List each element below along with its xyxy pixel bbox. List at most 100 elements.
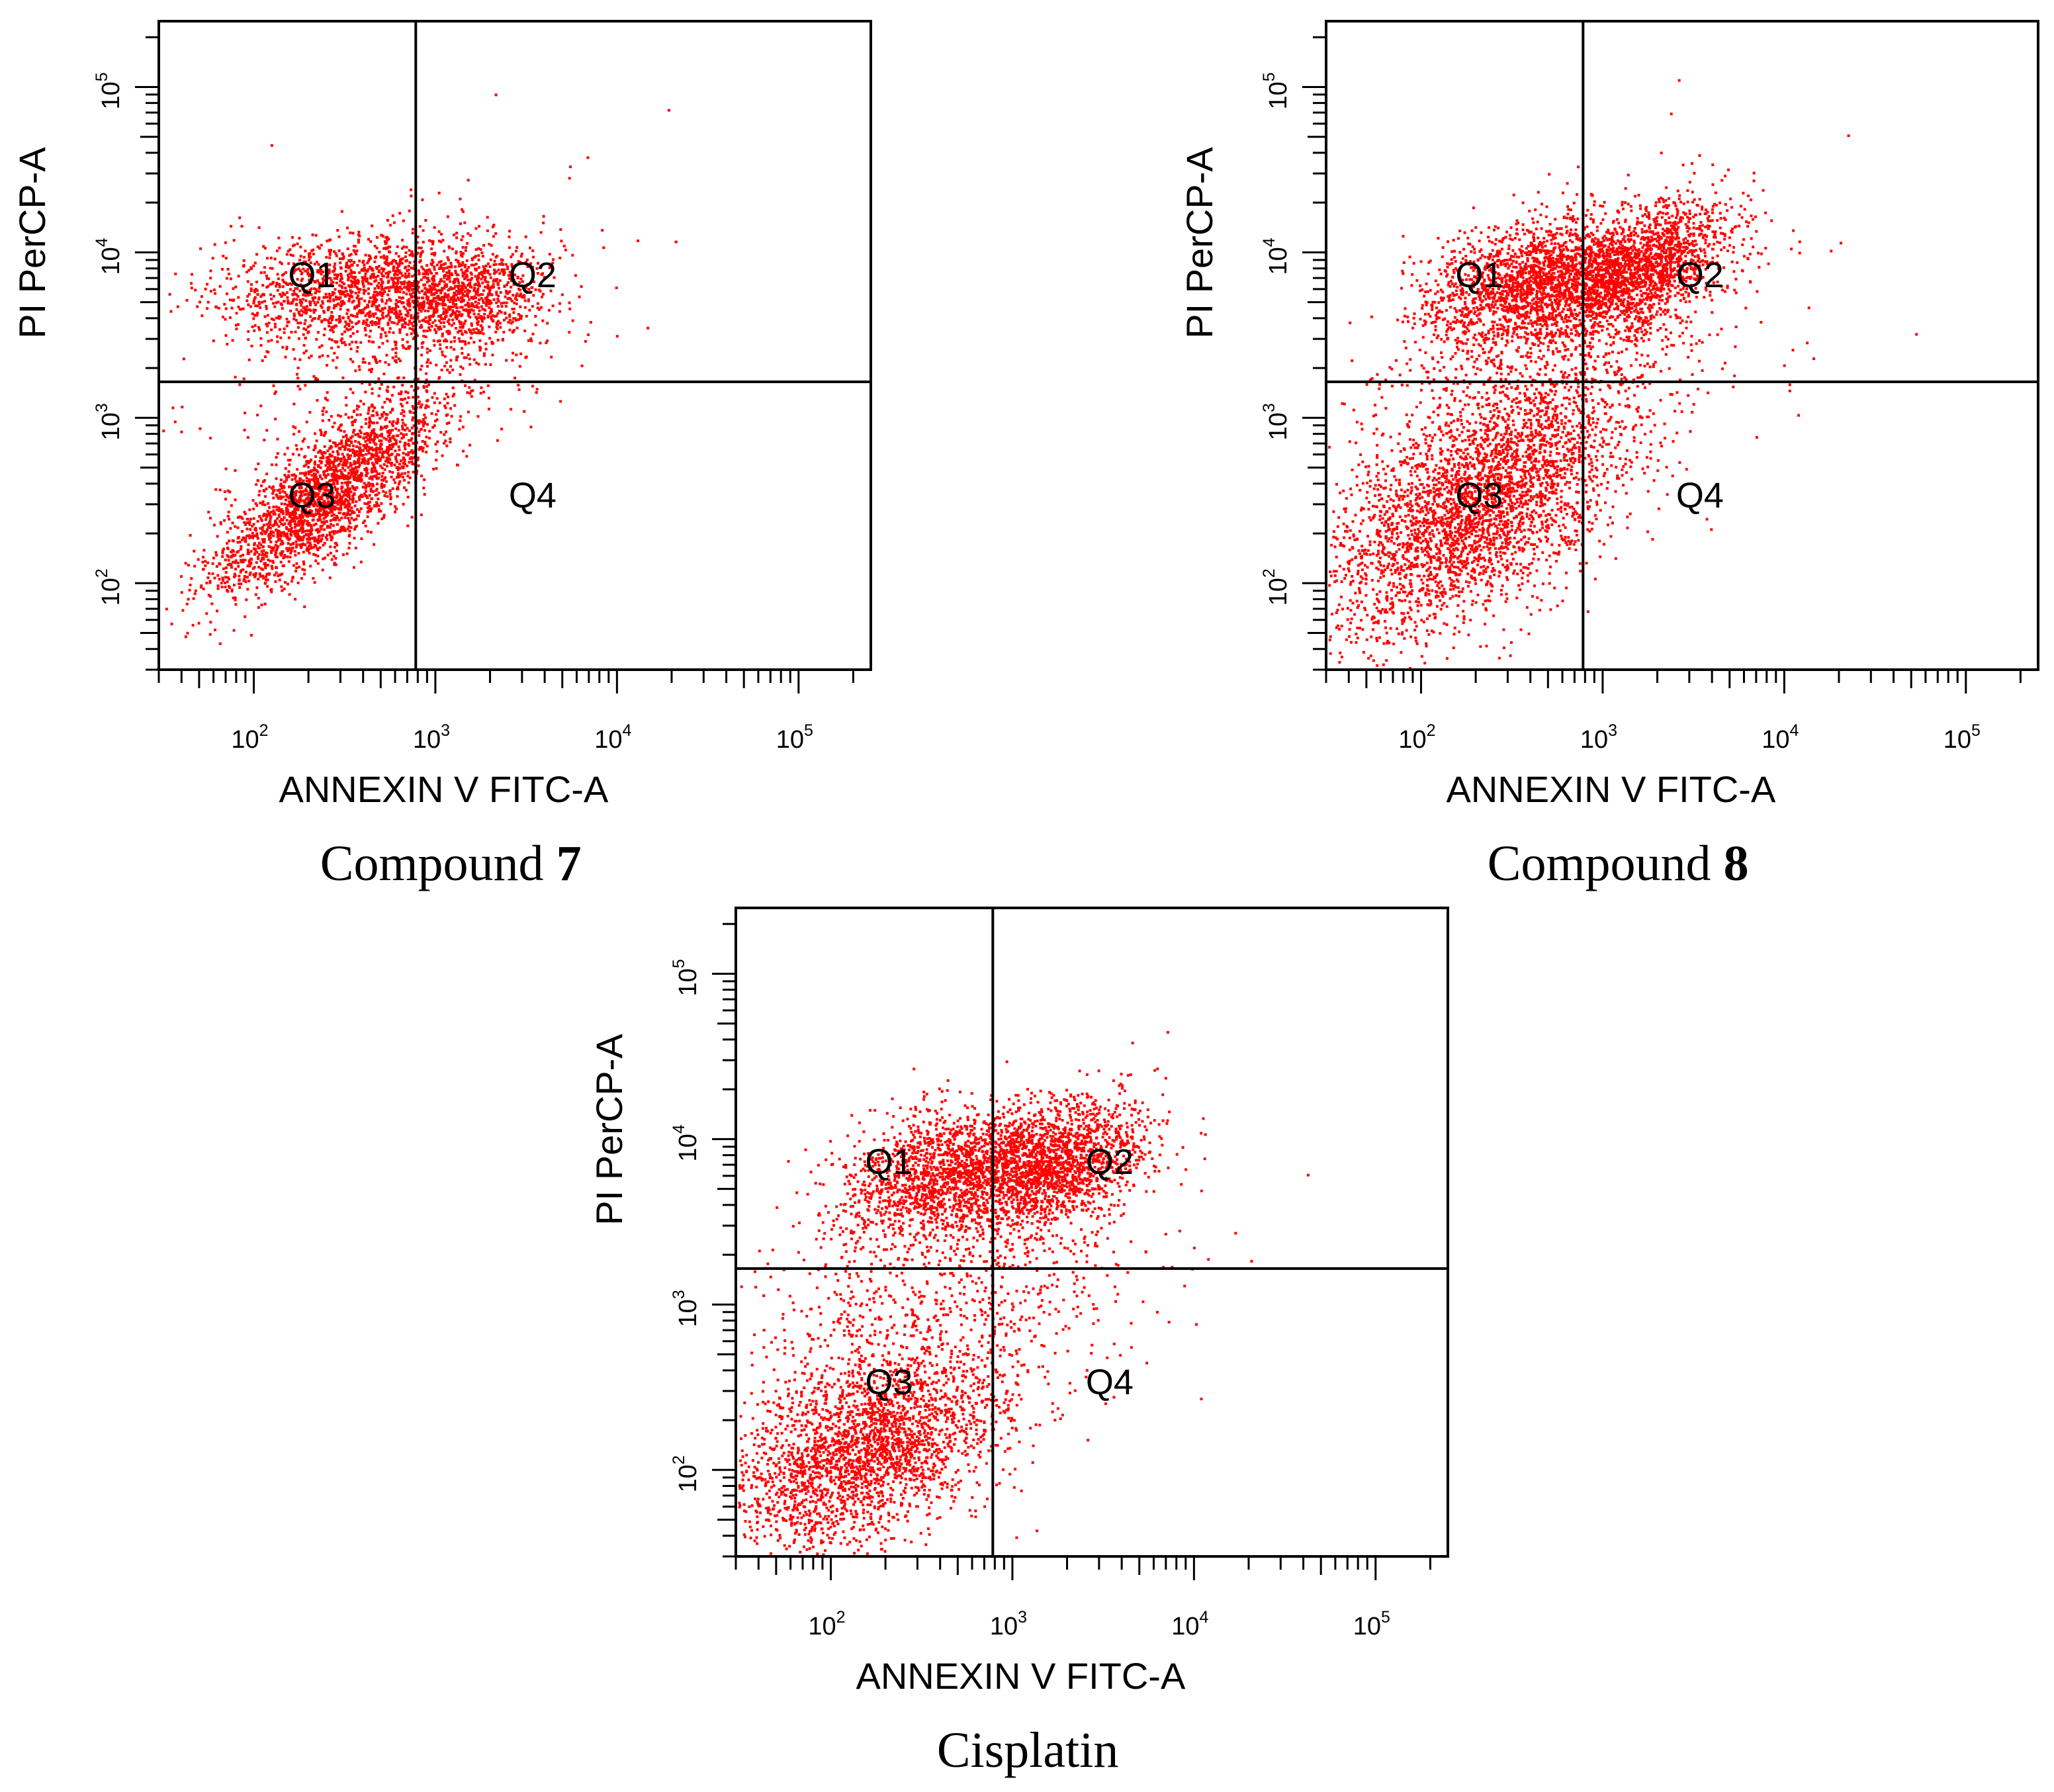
data-point xyxy=(369,447,372,451)
data-point xyxy=(266,324,269,328)
data-point xyxy=(340,497,343,500)
data-point xyxy=(348,487,351,490)
data-point xyxy=(442,312,445,315)
data-point xyxy=(398,261,402,264)
data-point xyxy=(303,474,306,477)
data-point xyxy=(493,259,496,263)
data-point xyxy=(467,291,470,294)
data-point xyxy=(333,273,336,277)
data-point xyxy=(259,271,263,275)
data-point xyxy=(298,314,302,317)
data-point xyxy=(348,457,351,460)
data-point xyxy=(367,437,371,441)
data-point xyxy=(410,437,414,440)
data-point xyxy=(524,356,527,359)
data-point xyxy=(501,263,504,266)
data-point xyxy=(363,444,367,447)
data-point xyxy=(527,339,530,342)
data-point xyxy=(459,329,463,332)
data-point xyxy=(368,504,371,508)
data-point xyxy=(312,553,316,556)
data-point xyxy=(438,339,441,342)
data-point xyxy=(275,249,279,253)
data-point xyxy=(386,293,390,296)
data-point xyxy=(258,328,261,332)
data-point xyxy=(319,429,322,431)
data-point xyxy=(281,279,285,282)
data-point xyxy=(192,597,195,600)
data-point xyxy=(322,502,326,505)
data-point xyxy=(470,296,473,299)
data-point xyxy=(335,318,338,322)
data-point xyxy=(396,312,399,316)
data-point xyxy=(431,279,435,282)
data-point xyxy=(347,480,351,484)
data-point xyxy=(313,287,316,291)
data-point xyxy=(332,555,335,558)
data-point xyxy=(253,329,256,332)
data-point xyxy=(296,581,300,584)
data-point xyxy=(1523,529,1526,532)
data-point xyxy=(357,458,361,461)
data-point xyxy=(328,418,331,422)
data-point xyxy=(390,462,393,465)
data-point xyxy=(326,355,330,358)
data-point xyxy=(365,483,368,486)
data-point xyxy=(1594,379,1597,382)
data-point xyxy=(253,566,256,569)
data-point xyxy=(300,512,304,515)
data-point xyxy=(347,273,349,277)
data-point xyxy=(398,310,402,313)
data-point xyxy=(420,278,423,281)
data-point xyxy=(517,388,521,391)
data-point xyxy=(451,369,455,371)
data-point xyxy=(426,301,429,304)
data-point xyxy=(391,443,394,446)
data-point xyxy=(403,397,406,400)
data-point xyxy=(457,296,460,300)
data-point xyxy=(242,560,245,564)
data-point xyxy=(320,496,324,499)
data-point xyxy=(543,275,546,279)
data-point xyxy=(467,353,470,357)
data-point xyxy=(363,482,366,485)
data-point xyxy=(264,581,267,584)
data-point xyxy=(265,555,269,558)
data-point xyxy=(335,459,338,462)
data-point xyxy=(277,315,281,318)
data-point xyxy=(253,314,256,317)
data-point xyxy=(374,276,377,279)
data-point xyxy=(316,399,319,402)
data-point xyxy=(202,549,206,552)
data-point xyxy=(512,307,515,310)
data-point xyxy=(367,449,371,452)
data-point xyxy=(410,384,413,388)
data-point xyxy=(307,330,310,334)
data-point xyxy=(422,424,425,427)
data-point xyxy=(353,251,357,254)
data-point xyxy=(410,314,413,317)
data-point xyxy=(314,522,318,525)
data-point xyxy=(379,359,382,363)
data-point xyxy=(438,401,441,404)
data-point xyxy=(364,486,367,490)
data-point xyxy=(335,366,338,369)
data-point xyxy=(244,540,247,543)
data-point xyxy=(447,289,450,292)
data-point xyxy=(495,270,498,273)
data-point xyxy=(307,461,310,465)
data-point xyxy=(287,470,290,473)
data-point xyxy=(226,576,230,579)
data-point xyxy=(254,502,257,505)
data-point xyxy=(384,272,388,275)
data-point xyxy=(333,269,335,273)
data-point xyxy=(467,308,470,312)
data-point xyxy=(1562,517,1565,519)
data-point xyxy=(469,336,472,339)
data-point xyxy=(431,261,435,264)
data-point xyxy=(416,289,420,292)
data-point xyxy=(305,497,308,500)
data-point xyxy=(472,341,476,344)
data-point xyxy=(462,308,465,312)
